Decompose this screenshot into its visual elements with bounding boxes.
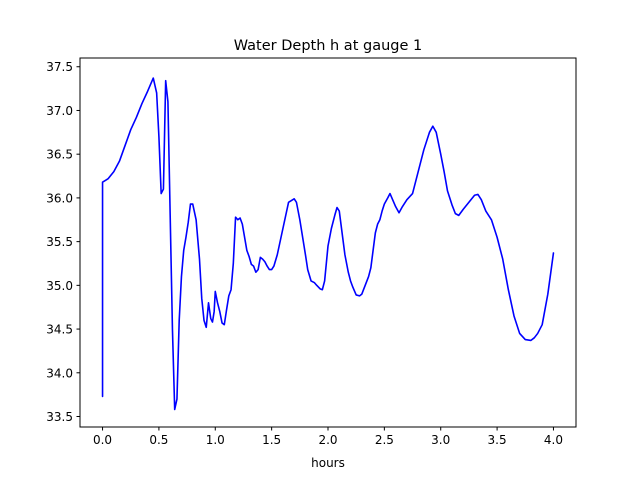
y-tick-label: 34.5 [46,323,73,337]
x-tick-label: 1.0 [206,433,225,447]
y-tick-label: 35.5 [46,235,73,249]
y-tick-label: 33.5 [46,410,73,424]
x-tick-label: 2.0 [318,433,337,447]
y-tick-label: 34.0 [46,366,73,380]
x-tick-label: 2.5 [375,433,394,447]
y-tick-label: 36.0 [46,191,73,205]
plot-layer [101,77,555,411]
x-tick-label: 1.5 [262,433,281,447]
chart-title: Water Depth h at gauge 1 [234,38,422,54]
x-axis: 0.0 0.5 1.0 1.5 2.0 2.5 3.0 3.5 4.0 [93,427,563,447]
y-tick-label: 37.5 [46,60,73,74]
x-tick-label: 3.5 [488,433,507,447]
water-depth-line [101,77,555,411]
x-tick-label: 3.0 [431,433,450,447]
x-tick-label: 0.0 [93,433,112,447]
x-tick-label: 0.5 [149,433,168,447]
y-tick-label: 36.5 [46,148,73,162]
x-tick-label: 4.0 [544,433,563,447]
y-tick-label: 35.0 [46,279,73,293]
y-axis: 33.5 34.0 34.5 35.0 35.5 36.0 36.5 37.0 37.5 [46,60,80,424]
x-axis-label: hours [311,456,345,470]
y-tick-label: 37.0 [46,104,73,118]
